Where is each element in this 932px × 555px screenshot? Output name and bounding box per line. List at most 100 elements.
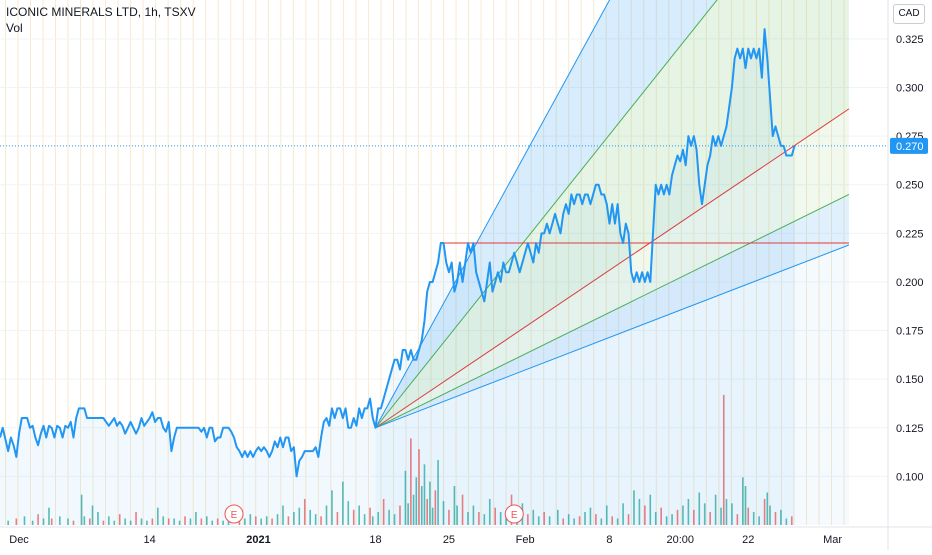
volume-bar	[698, 492, 701, 525]
volume-bar	[649, 494, 652, 525]
volume-bar	[282, 505, 284, 525]
currency-button[interactable]: CAD	[893, 4, 925, 24]
volume-bar	[467, 512, 469, 525]
volume-bar	[102, 520, 105, 525]
volume-bar	[747, 507, 750, 525]
earnings-marker	[224, 504, 244, 524]
y-tick-label: 0.150	[896, 374, 924, 386]
volume-bar	[254, 516, 257, 525]
volume-bar	[483, 514, 486, 525]
volume-bar	[80, 494, 83, 525]
volume-bar	[146, 520, 148, 525]
volume-bar	[371, 516, 374, 525]
volume-label: Vol	[6, 21, 23, 35]
volume-bar	[260, 518, 263, 525]
volume-bar	[578, 516, 581, 525]
volume-bar	[108, 516, 110, 525]
volume-bar	[216, 518, 219, 525]
volume-bar	[320, 516, 322, 525]
volume-bar	[48, 507, 50, 525]
volume-bar	[189, 518, 192, 525]
volume-bar	[437, 460, 439, 525]
volume-bar	[766, 492, 769, 525]
volume-bar	[113, 520, 116, 525]
volume-bar	[418, 449, 420, 525]
volume-bar	[358, 505, 360, 525]
volume-bar	[303, 499, 306, 525]
x-tick-label: Mar	[823, 534, 842, 546]
volume-bar	[763, 499, 766, 525]
volume-bar	[167, 518, 170, 525]
volume-bar	[178, 520, 181, 525]
y-tick-label: 0.225	[896, 228, 924, 240]
volume-bar	[736, 514, 739, 525]
volume-bar	[676, 509, 679, 525]
volume-bar	[347, 501, 350, 525]
volume-bar	[91, 505, 94, 525]
volume-bar	[173, 518, 175, 525]
volume-bar	[742, 477, 744, 525]
volume-bar	[342, 481, 344, 525]
volume-bar	[731, 503, 733, 525]
volume-bar	[31, 520, 34, 525]
y-tick-label: 0.125	[896, 423, 924, 435]
volume-bar	[665, 516, 668, 525]
volume-bar	[589, 507, 592, 525]
x-tick-label: 18	[369, 534, 381, 546]
volume-bar	[456, 505, 458, 525]
volume-bar	[703, 503, 706, 525]
volume-bar	[616, 518, 619, 525]
volume-bar	[494, 507, 497, 525]
volume-bar	[505, 514, 507, 525]
volume-bar	[429, 481, 431, 525]
volume-bar	[140, 518, 143, 525]
fan-ray	[375, 0, 718, 429]
y-tick-label: 0.200	[896, 277, 924, 289]
volume-bar	[527, 514, 529, 525]
volume-bar	[352, 509, 355, 525]
volume-bar	[287, 516, 290, 525]
volume-bar	[157, 507, 159, 525]
y-tick-label: 0.300	[896, 83, 924, 95]
volume-bar	[556, 509, 559, 525]
volume-bar	[211, 520, 214, 525]
volume-bar	[725, 499, 728, 525]
last-price-label: 0.270	[896, 141, 924, 153]
volume-bar	[162, 516, 165, 525]
volume-bar	[682, 505, 684, 525]
volume-bar	[59, 516, 61, 525]
volume-bar	[72, 520, 75, 525]
fan-ray	[375, 193, 850, 429]
volume-bar	[83, 516, 86, 525]
volume-bar	[774, 512, 777, 525]
volume-bar	[769, 505, 771, 525]
volume-bar	[567, 514, 570, 525]
y-tick-label: 0.100	[896, 471, 924, 483]
volume-bar	[548, 516, 551, 525]
volume-bar	[382, 499, 385, 525]
volume-bar	[265, 516, 268, 525]
volume-bar	[415, 477, 418, 525]
y-tick-label: 0.175	[896, 326, 924, 338]
volume-bar	[472, 505, 475, 525]
volume-bar	[562, 518, 565, 525]
volume-bar	[293, 512, 295, 525]
volume-bar	[532, 509, 535, 525]
volume-bar	[638, 499, 641, 525]
volume-bar	[249, 514, 252, 525]
volume-bar	[184, 516, 186, 525]
volume-bar	[97, 512, 99, 525]
volume-bar	[785, 518, 788, 525]
volume-bar	[431, 507, 434, 525]
volume-bar	[205, 516, 208, 525]
volume-bar	[50, 518, 53, 525]
volume-bar	[488, 499, 491, 525]
volume-bar	[537, 516, 540, 525]
volume-bar	[331, 490, 333, 525]
x-tick-label: 22	[742, 534, 754, 546]
volume-bar	[644, 505, 646, 525]
volume-bar	[654, 512, 657, 525]
volume-bar	[790, 516, 793, 525]
